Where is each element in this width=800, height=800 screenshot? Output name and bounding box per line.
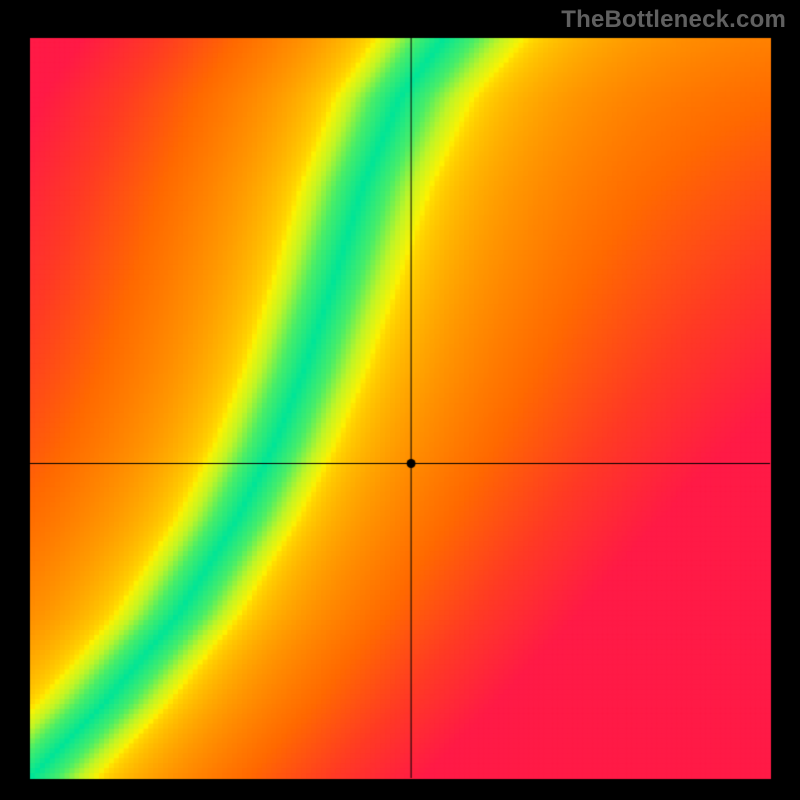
bottleneck-heatmap (0, 0, 800, 800)
watermark-text: TheBottleneck.com (561, 6, 786, 34)
